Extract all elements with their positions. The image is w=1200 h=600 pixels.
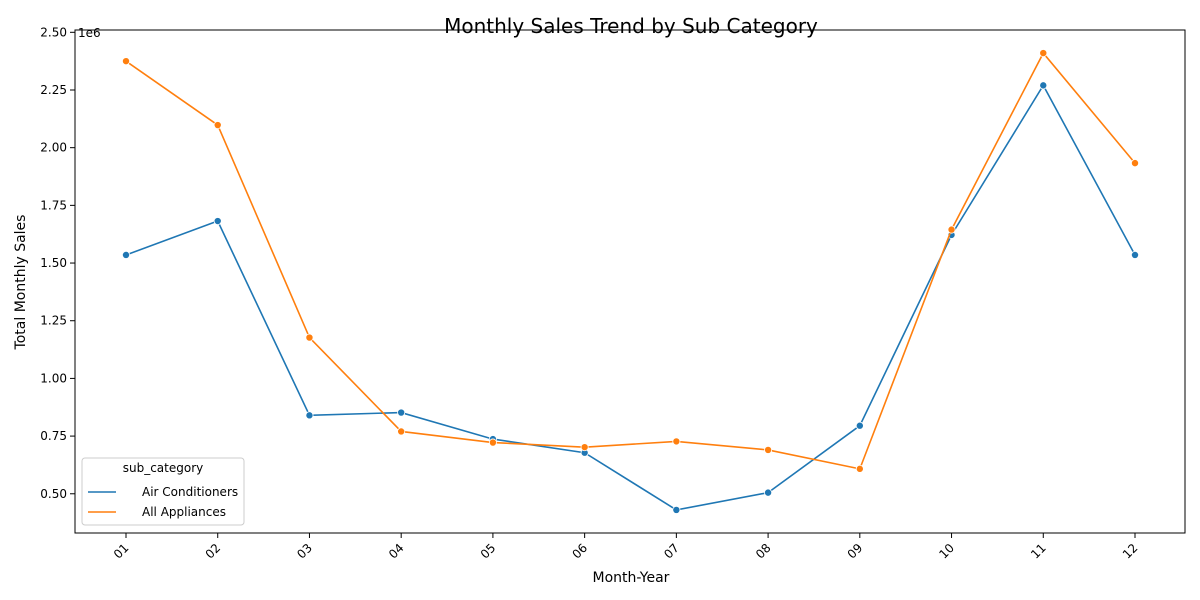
legend-entry-label: All Appliances bbox=[142, 505, 226, 519]
legend-entry-label: Air Conditioners bbox=[142, 485, 238, 499]
data-point bbox=[213, 121, 222, 130]
x-axis-label: Month-Year bbox=[593, 570, 670, 586]
data-point bbox=[855, 421, 864, 430]
data-point bbox=[1131, 250, 1140, 259]
data-point bbox=[1039, 81, 1048, 90]
data-point bbox=[1039, 49, 1048, 58]
y-tick-label: 0.50 bbox=[40, 487, 67, 501]
data-point bbox=[122, 250, 131, 259]
series-line bbox=[125, 83, 1136, 511]
y-tick-label: 2.50 bbox=[40, 25, 67, 39]
series-1 bbox=[122, 49, 1140, 473]
data-point bbox=[672, 505, 681, 514]
data-point bbox=[1131, 159, 1140, 168]
legend-items: Air Conditioners All Appliances bbox=[88, 485, 238, 519]
data-point bbox=[305, 333, 314, 342]
data-point bbox=[855, 464, 864, 473]
data-point bbox=[397, 408, 406, 417]
y-axis-ticks: 0.50 0.75 1.00 1.25 1.50 1.75 2.00 2.25 2.50 bbox=[40, 25, 75, 501]
y-tick-label: 0.75 bbox=[40, 429, 67, 443]
y-axis-label: Total Monthly Sales bbox=[13, 215, 29, 351]
series-layer bbox=[122, 49, 1140, 514]
legend: sub_category Air Conditioners All Applian… bbox=[81, 457, 245, 526]
data-point bbox=[213, 217, 222, 226]
data-point bbox=[672, 437, 681, 446]
legend-title: sub_category bbox=[123, 461, 204, 475]
data-point bbox=[397, 427, 406, 436]
y-tick-label: 1.00 bbox=[40, 371, 67, 385]
series-line bbox=[125, 51, 1136, 470]
data-point bbox=[122, 57, 131, 66]
y-tick-label: 1.50 bbox=[40, 256, 67, 270]
y-tick-label: 1.75 bbox=[40, 198, 67, 212]
data-point bbox=[305, 411, 314, 420]
data-point bbox=[580, 443, 589, 452]
data-point bbox=[764, 445, 773, 454]
data-point bbox=[488, 438, 497, 447]
data-point bbox=[947, 225, 956, 234]
legend-box bbox=[81, 457, 245, 526]
y-tick-label: 1.25 bbox=[40, 314, 67, 328]
y-axis-offset-label: 1e6 bbox=[78, 26, 101, 40]
y-tick-label: 2.25 bbox=[40, 83, 67, 97]
plot-frame bbox=[74, 29, 1186, 534]
data-point bbox=[764, 488, 773, 497]
y-tick-label: 2.00 bbox=[40, 141, 67, 155]
chart-title: Monthly Sales Trend by Sub Category bbox=[444, 14, 818, 38]
